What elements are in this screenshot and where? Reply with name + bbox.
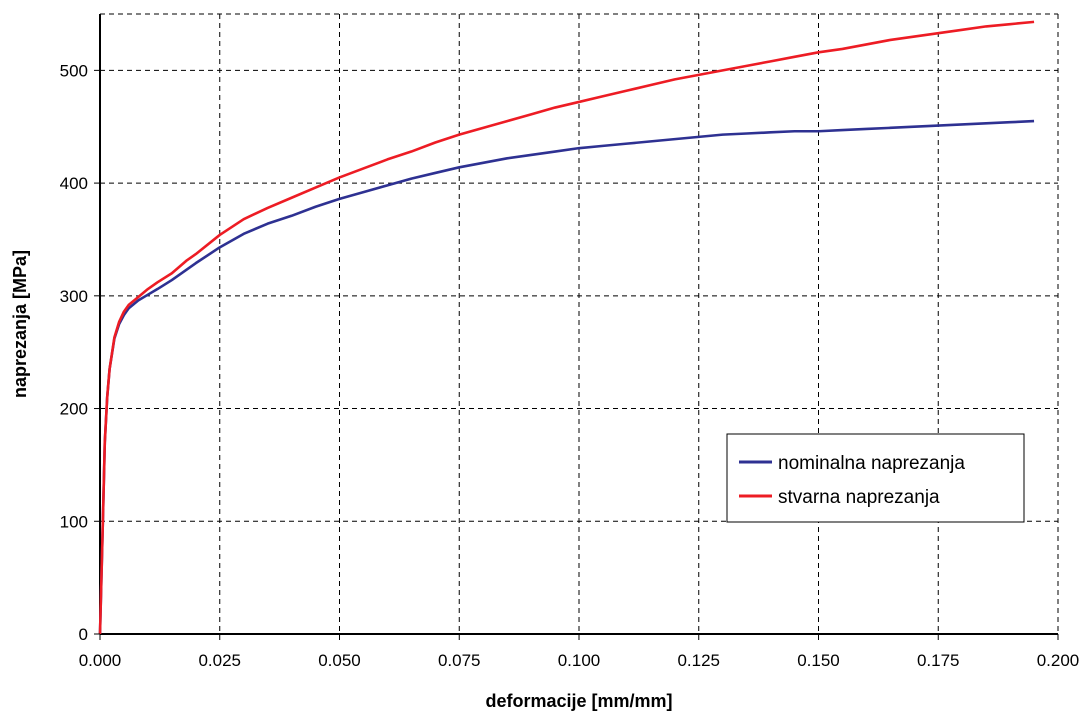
series-line-stvarna [98,20,1035,635]
y-axis-title: naprezanja [MPa] [10,250,30,398]
y-tick-label: 200 [60,400,88,419]
y-tick-label: 0 [79,625,88,644]
grid [100,13,1059,634]
legend-label-stvarna: stvarna naprezanja [778,487,940,508]
x-axis-title: deformacije [mm/mm] [485,691,672,711]
y-tick-label: 100 [60,512,88,531]
x-tick-label: 0.000 [79,651,122,670]
legend: nominalna naprezanja stvarna naprezanja [726,433,1025,523]
y-tick-label: 500 [60,61,88,80]
x-tick-label: 0.200 [1037,651,1080,670]
x-tick-label: 0.150 [797,651,840,670]
x-tick-label: 0.025 [198,651,241,670]
tick-labels: 0.000 0.025 0.050 0.075 0.100 0.125 0.150 0.175… [60,61,1080,670]
legend-box [726,433,1025,523]
x-tick-label: 0.075 [438,651,481,670]
y-tick-label: 300 [60,287,88,306]
x-tick-label: 0.125 [677,651,720,670]
series-lines [98,20,1035,635]
x-tick-label: 0.050 [318,651,361,670]
x-tick-label: 0.175 [917,651,960,670]
legend-label-nominalna: nominalna naprezanja [778,453,965,474]
x-tick-label: 0.100 [558,651,601,670]
y-tick-label: 400 [60,174,88,193]
series-line-nominalna [98,119,1035,635]
